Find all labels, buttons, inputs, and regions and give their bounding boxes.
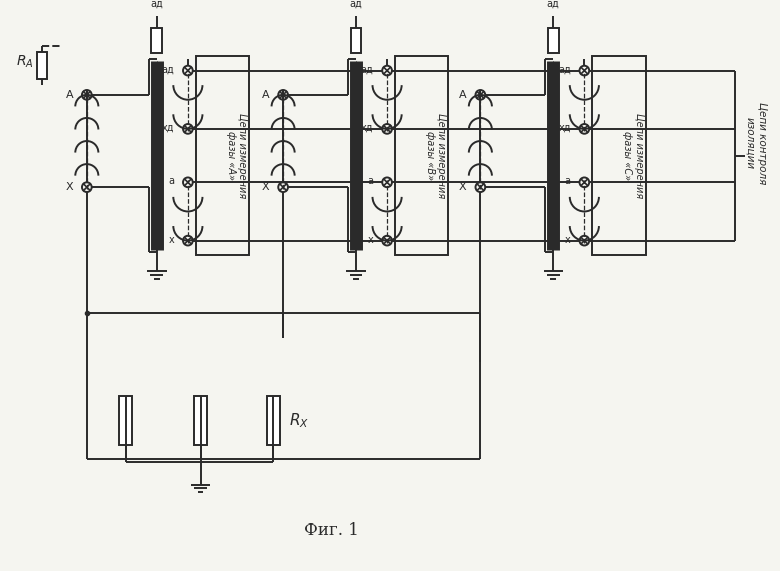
Text: ад: ад [547, 0, 559, 9]
Text: $R_A$: $R_A$ [16, 54, 34, 70]
Text: ад: ад [558, 65, 571, 75]
Text: ад: ад [161, 65, 174, 75]
Text: хд: хд [558, 123, 571, 133]
Text: ад: ад [151, 0, 163, 9]
Text: $R_X$: $R_X$ [289, 411, 309, 430]
Text: х: х [367, 235, 374, 244]
Bar [119, 396, 133, 445]
Text: А: А [66, 90, 73, 100]
Text: х: х [168, 235, 174, 244]
Bar [351, 28, 361, 53]
Text: Цепи измерения
фазы «С»: Цепи измерения фазы «С» [622, 113, 644, 198]
Bar [196, 56, 249, 255]
Bar [592, 56, 646, 255]
Text: а: а [565, 176, 571, 186]
Text: ад: ад [360, 65, 374, 75]
Text: хд: хд [361, 123, 374, 133]
Bar [37, 52, 48, 79]
Text: ад: ад [349, 0, 363, 9]
Bar [193, 396, 207, 445]
Bar [267, 396, 280, 445]
Text: а: а [367, 176, 374, 186]
Text: Цепи контроля
изоляции: Цепи контроля изоляции [746, 102, 768, 184]
Text: хд: хд [161, 123, 174, 133]
Text: Х: Х [459, 182, 466, 192]
Text: Х: Х [262, 182, 270, 192]
Text: Цепи измерения
фазы «В»: Цепи измерения фазы «В» [425, 113, 446, 198]
Text: Х: Х [66, 182, 73, 192]
Text: х: х [565, 235, 571, 244]
Text: Фиг. 1: Фиг. 1 [304, 522, 359, 538]
Text: А: А [262, 90, 270, 100]
Text: А: А [459, 90, 466, 100]
Text: Цепи измерения
фазы «А»: Цепи измерения фазы «А» [225, 113, 247, 198]
Text: а: а [168, 176, 174, 186]
Bar [548, 28, 558, 53]
Bar [151, 28, 162, 53]
Bar [395, 56, 448, 255]
